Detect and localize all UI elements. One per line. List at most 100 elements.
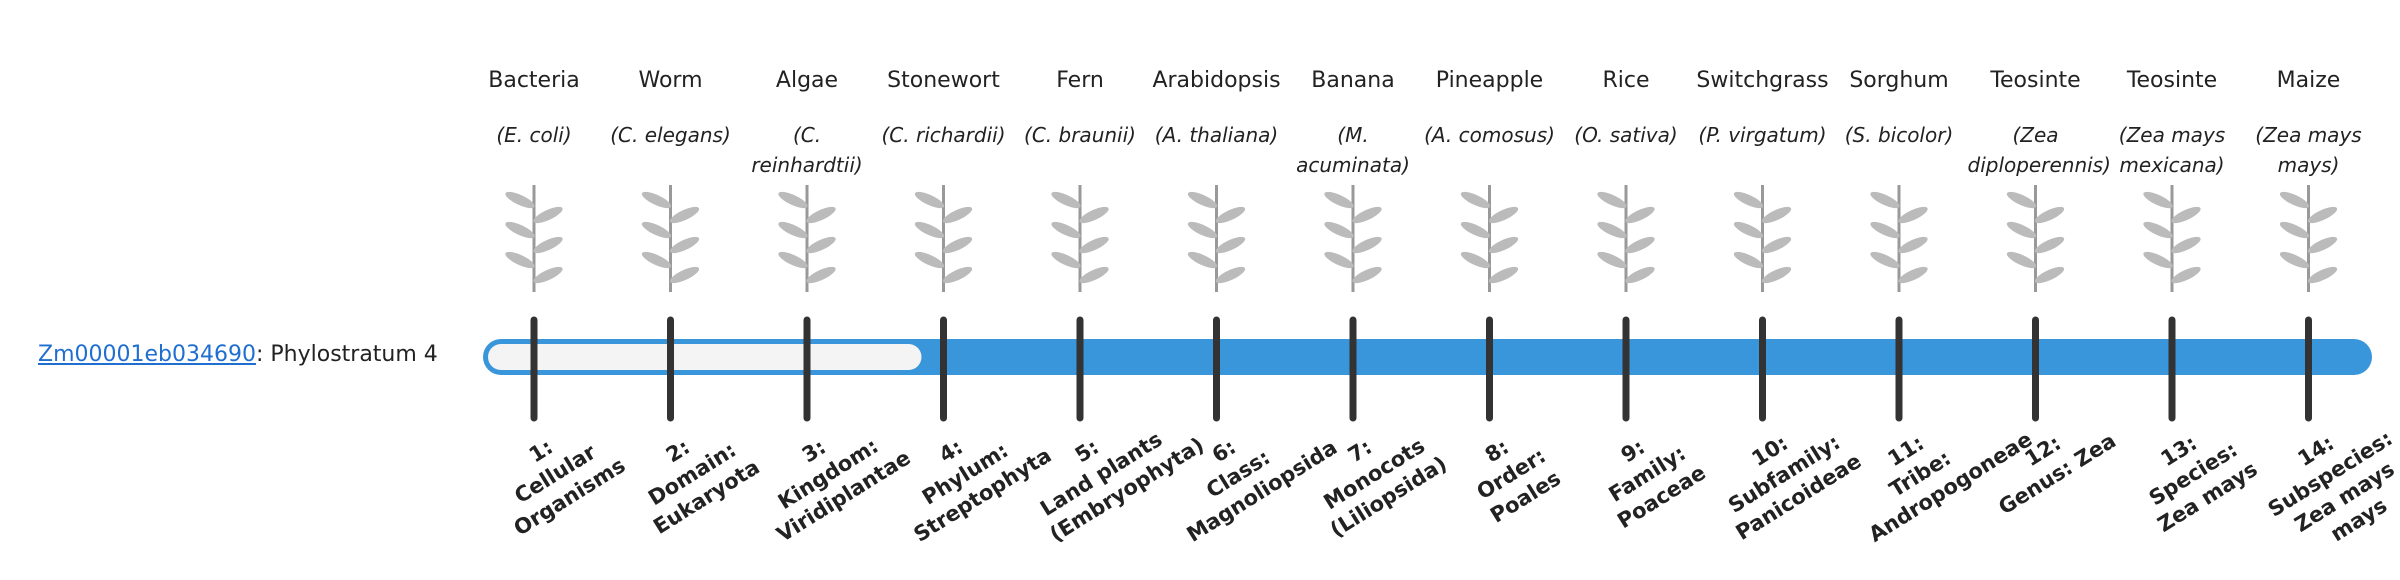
leaf (806, 206, 836, 224)
leaf (1625, 206, 1655, 224)
organism-species: (M. acuminata) (1296, 123, 1410, 177)
leaf (669, 236, 700, 254)
leaf (1051, 221, 1081, 239)
leaf (1051, 191, 1081, 209)
leaf (1733, 251, 1764, 269)
organism-species: (S. bicolor) (1844, 123, 1954, 147)
leaf (2171, 236, 2201, 254)
organism-name: Stonewort (887, 68, 1000, 93)
leaf (2006, 251, 2037, 269)
leaf (1733, 221, 1764, 239)
organism-species: (A. comosus) (1424, 123, 1555, 147)
leaf (2143, 221, 2173, 239)
leaf (641, 221, 672, 239)
leaf (1597, 251, 1627, 269)
organism-species: (C. richardii) (881, 123, 1006, 147)
leaf (1051, 251, 1081, 269)
leaf (2171, 266, 2201, 284)
organism-name: Worm (638, 68, 703, 93)
leaf (2279, 191, 2310, 209)
organism-species: (Zea mays mays) (2255, 123, 2362, 177)
leaf (1324, 191, 1354, 209)
leaf (2143, 251, 2173, 269)
leaf (1460, 191, 1491, 209)
organism-image (1733, 185, 1792, 292)
organism-image (2006, 185, 2065, 292)
leaf (1187, 191, 1218, 209)
organism-name: Pineapple (1435, 68, 1544, 93)
organism-name: Rice (1602, 68, 1650, 93)
organism-name: Maize (2276, 68, 2341, 93)
leaf (1898, 236, 1928, 254)
leaf (942, 206, 973, 224)
organism-image (2279, 185, 2338, 292)
organism-name: Fern (1056, 68, 1104, 93)
organism-species: (C. reinhardtii) (751, 123, 863, 177)
organism-species: (P. virgatum) (1698, 123, 1827, 147)
organism-image (2143, 185, 2201, 292)
organism-species: (Zea diploperennis) (1967, 123, 2111, 177)
leaf (2307, 266, 2338, 284)
leaf (1733, 191, 1764, 209)
leaf (1761, 266, 1792, 284)
leaf (1079, 266, 1109, 284)
ancestral-segment (488, 344, 922, 370)
leaf (914, 221, 945, 239)
organism-species: (C. elegans) (610, 123, 731, 147)
organism-image (778, 185, 836, 292)
leaf (1488, 206, 1519, 224)
organism-species: (E. coli) (496, 123, 572, 147)
leaf (1625, 266, 1655, 284)
gene-link[interactable]: Zm00001eb034690 (38, 342, 256, 367)
leaf (1352, 236, 1382, 254)
leaf (505, 221, 535, 239)
organism-species: (C. braunii) (1024, 123, 1136, 147)
leaf (1898, 266, 1928, 284)
organism-name: Algae (775, 68, 839, 93)
organism-name: Banana (1311, 68, 1395, 93)
organism-image (1051, 185, 1109, 292)
leaf (2006, 191, 2037, 209)
leaf (669, 206, 700, 224)
gene-row: Zm00001eb034690: Phylostratum 4 (38, 342, 438, 367)
leaf (1761, 236, 1792, 254)
leaf (1597, 191, 1627, 209)
leaf (942, 266, 973, 284)
leaf (1460, 221, 1491, 239)
organism-image (505, 185, 563, 292)
leaf (914, 251, 945, 269)
leaf (1352, 206, 1382, 224)
leaf (1215, 206, 1246, 224)
leaf (2307, 206, 2338, 224)
organism-name: Arabidopsis (1152, 68, 1281, 93)
organism-name: Sorghum (1849, 68, 1949, 93)
organism-species: (O. sativa) (1574, 123, 1678, 147)
leaf (778, 251, 808, 269)
leaf (669, 266, 700, 284)
leaf (533, 266, 563, 284)
leaf (1625, 236, 1655, 254)
leaf (641, 191, 672, 209)
leaf (942, 236, 973, 254)
organism-name: Switchgrass (1696, 68, 1829, 93)
leaf (806, 266, 836, 284)
phylostratum-label: : Phylostratum 4 (255, 342, 438, 367)
organism-image (914, 185, 973, 292)
leaf (1488, 236, 1519, 254)
leaf (1870, 251, 1900, 269)
leaf (1324, 221, 1354, 239)
leaf (2034, 236, 2065, 254)
organism-name: Bacteria (488, 68, 580, 93)
leaf (778, 221, 808, 239)
organism-name: Teosinte (2126, 68, 2218, 93)
leaf (505, 191, 535, 209)
leaf (806, 236, 836, 254)
leaf (1460, 251, 1491, 269)
organism-image (641, 185, 700, 292)
organism-species: (A. thaliana) (1154, 123, 1279, 147)
organism-image (1324, 185, 1382, 292)
organism-name: Teosinte (1990, 68, 2081, 93)
leaf (1324, 251, 1354, 269)
